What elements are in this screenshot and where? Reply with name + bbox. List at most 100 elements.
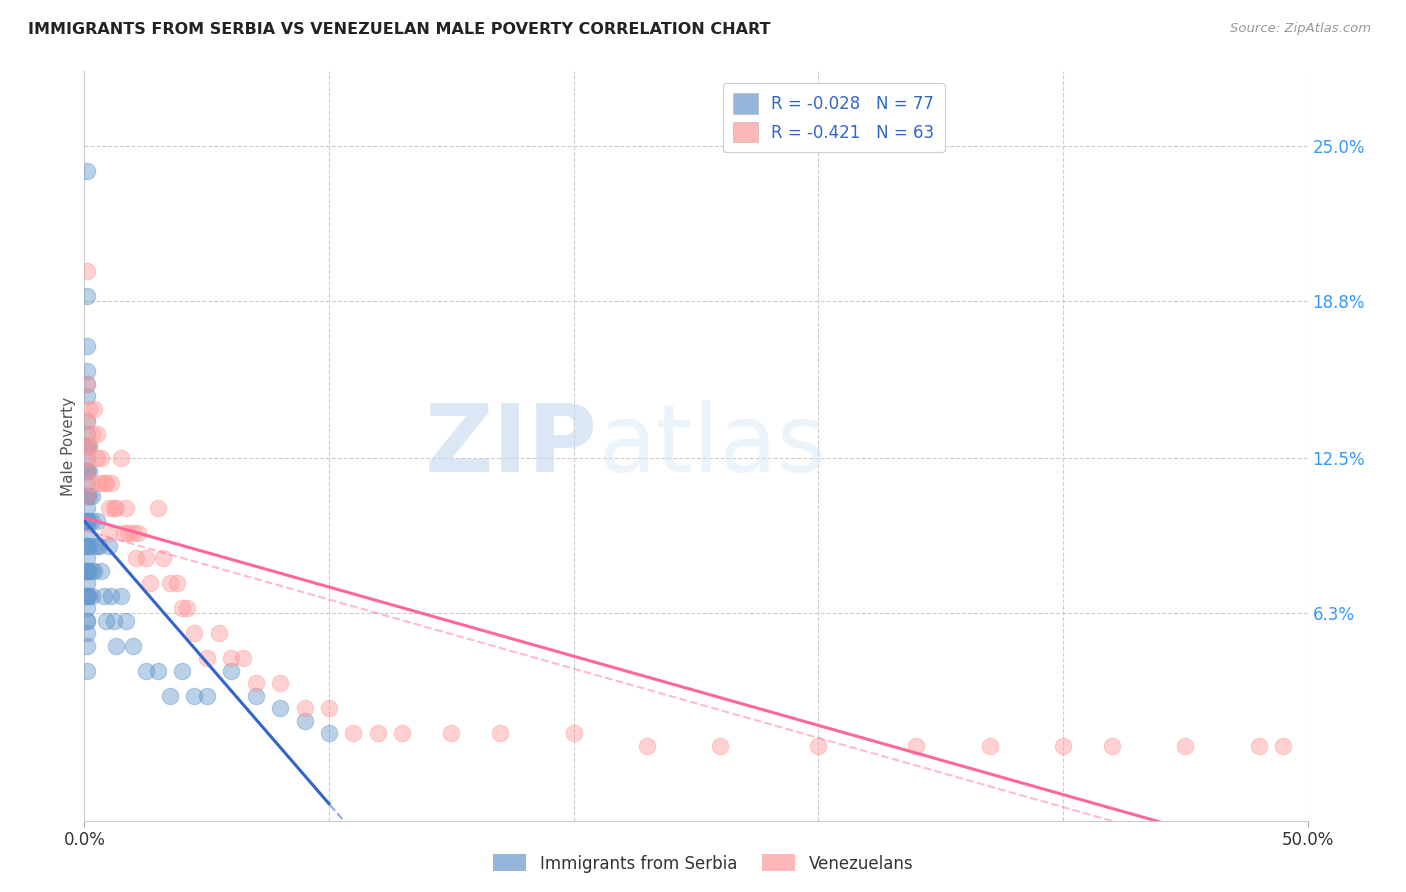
Point xyxy=(87,539,110,553)
Point xyxy=(269,676,291,690)
Point xyxy=(96,476,118,491)
Point xyxy=(440,726,463,740)
Point xyxy=(117,526,139,541)
Point xyxy=(1052,739,1074,753)
Point xyxy=(76,501,98,516)
Point xyxy=(80,489,103,503)
Point xyxy=(76,564,98,578)
Point xyxy=(76,526,98,541)
Point xyxy=(183,689,205,703)
Point xyxy=(152,551,174,566)
Point xyxy=(172,664,194,678)
Point xyxy=(76,626,98,640)
Point xyxy=(979,739,1001,753)
Point xyxy=(83,539,105,553)
Point xyxy=(112,526,135,541)
Point xyxy=(166,576,188,591)
Point xyxy=(318,726,340,740)
Point xyxy=(76,451,98,466)
Point xyxy=(77,539,100,553)
Point xyxy=(219,651,242,665)
Point xyxy=(76,539,98,553)
Point xyxy=(195,651,218,665)
Point xyxy=(76,426,98,441)
Point xyxy=(93,589,115,603)
Point xyxy=(76,614,98,628)
Point xyxy=(76,589,98,603)
Point xyxy=(76,464,98,478)
Point xyxy=(76,439,98,453)
Point xyxy=(115,501,138,516)
Point xyxy=(76,489,98,503)
Point xyxy=(76,564,98,578)
Point xyxy=(76,564,98,578)
Point xyxy=(76,439,98,453)
Point xyxy=(76,489,98,503)
Point xyxy=(100,589,122,603)
Point xyxy=(76,464,98,478)
Point xyxy=(76,414,98,428)
Point xyxy=(93,476,115,491)
Point xyxy=(76,514,98,528)
Point xyxy=(135,551,157,566)
Point xyxy=(232,651,254,665)
Point xyxy=(159,576,181,591)
Point xyxy=(1247,739,1270,753)
Point xyxy=(87,476,110,491)
Point xyxy=(905,739,928,753)
Point xyxy=(76,164,98,178)
Point xyxy=(76,589,98,603)
Point xyxy=(294,701,316,715)
Point xyxy=(76,389,98,403)
Point xyxy=(77,514,100,528)
Point xyxy=(97,501,120,516)
Point xyxy=(208,626,231,640)
Point xyxy=(219,664,242,678)
Point xyxy=(90,451,112,466)
Point xyxy=(76,464,98,478)
Point xyxy=(318,701,340,715)
Point xyxy=(342,726,364,740)
Point xyxy=(103,614,125,628)
Point xyxy=(489,726,512,740)
Point xyxy=(77,464,100,478)
Point xyxy=(76,539,98,553)
Point xyxy=(77,589,100,603)
Point xyxy=(245,676,267,690)
Point xyxy=(105,639,128,653)
Point xyxy=(80,514,103,528)
Point xyxy=(709,739,731,753)
Point xyxy=(80,589,103,603)
Point xyxy=(76,539,98,553)
Legend: Immigrants from Serbia, Venezuelans: Immigrants from Serbia, Venezuelans xyxy=(486,847,920,880)
Point xyxy=(294,714,316,728)
Point xyxy=(122,526,145,541)
Point xyxy=(245,689,267,703)
Point xyxy=(1174,739,1197,753)
Point xyxy=(83,401,105,416)
Point xyxy=(80,476,103,491)
Point xyxy=(76,601,98,615)
Point xyxy=(97,526,120,541)
Point xyxy=(105,501,128,516)
Point xyxy=(76,264,98,278)
Point xyxy=(195,689,218,703)
Point xyxy=(77,439,100,453)
Text: atlas: atlas xyxy=(598,400,827,492)
Point xyxy=(183,626,205,640)
Point xyxy=(115,614,138,628)
Point xyxy=(76,451,98,466)
Point xyxy=(76,664,98,678)
Point xyxy=(391,726,413,740)
Point xyxy=(76,414,98,428)
Point xyxy=(80,426,103,441)
Point xyxy=(159,689,181,703)
Point xyxy=(146,664,169,678)
Point xyxy=(96,614,118,628)
Point xyxy=(1272,739,1295,753)
Point xyxy=(76,364,98,378)
Point xyxy=(77,401,100,416)
Point xyxy=(110,451,132,466)
Point xyxy=(86,539,108,553)
Point xyxy=(76,576,98,591)
